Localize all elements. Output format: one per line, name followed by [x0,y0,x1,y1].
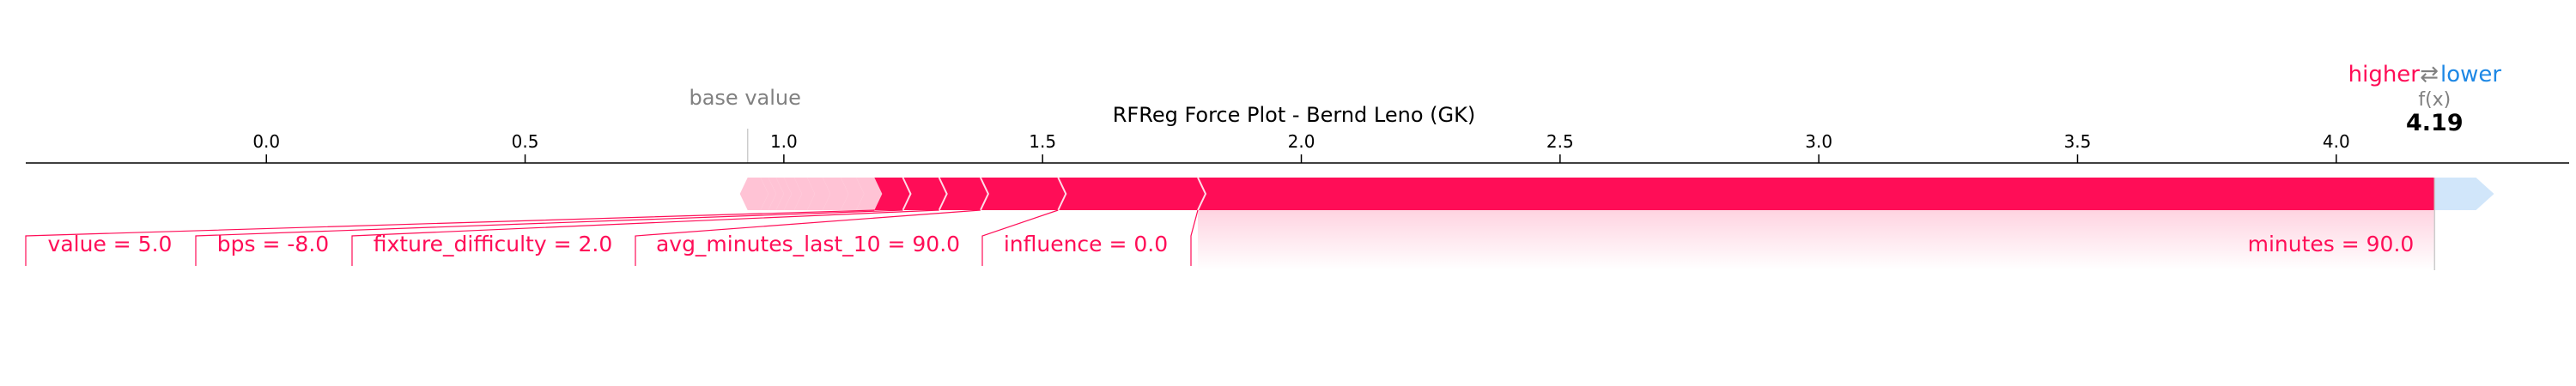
feature-fade [1197,210,2435,270]
x-tick-label: 0.5 [512,131,539,152]
minor-feature-bar [793,178,815,210]
feature-separator [1057,177,1067,211]
feature-label: fixture_difficulty = 2.0 [374,232,613,256]
feature-label: value = 5.0 [48,232,173,256]
minor-feature-bar [775,178,792,210]
negative-band [2434,178,2494,210]
label-connector [1190,209,1199,266]
feature-bar [902,178,947,210]
feature-bar [939,178,988,210]
label-connectors [25,209,1199,266]
minor-feature-bar [806,178,831,210]
feature-separator [1197,177,1207,211]
chart-title: RFReg Force Plot - Bernd Leno (GK) [1113,103,1475,127]
x-tick-label: 3.0 [1805,131,1832,152]
feature-separator [979,177,989,211]
feature-separator [938,177,948,211]
minor-feature-bar [856,178,883,210]
minor-feature-bar [783,178,802,210]
feature-labels: value = 5.0 bps = -8.0 fixture_difficulty … [48,232,2415,256]
output-name: f(x) [2418,89,2451,111]
legend-lower: lower [2440,62,2501,87]
x-tick-label: 2.0 [1288,131,1315,152]
legend-arrow-icon: ⇄ [2420,62,2439,87]
feature-separator [902,177,912,211]
label-connector [25,209,875,266]
feature-bar [980,178,1066,210]
x-tick-label: 4.0 [2323,131,2350,152]
feature-label: bps = -8.0 [217,232,329,256]
feature-label: avg_minutes_last_10 = 90.0 [656,232,960,256]
feature-bars [739,177,2494,270]
x-tick-label: 0.0 [252,131,280,152]
base-value-label: base value [689,86,800,110]
x-tick-label: 2.5 [1546,131,1574,152]
label-connector [635,209,981,266]
feature-label: influence = 0.0 [1004,232,1168,256]
minor-feature-bar [823,178,849,210]
x-tick-label: 1.0 [770,131,798,152]
minor-feature-bar [760,178,776,210]
legend-higher: higher [2348,62,2421,87]
label-connector [195,209,903,266]
minor-feature-bar [841,178,865,210]
feature-bar [1197,178,2435,210]
feature-label: minutes = 90.0 [2248,232,2415,256]
label-connector [981,209,1059,266]
feature-fades [1197,210,2435,270]
minor-feature-bar [768,178,784,210]
feature-bar [1058,178,1206,210]
feature-bar [874,178,911,210]
minor-feature-bar [739,178,769,210]
label-connector [351,209,939,266]
x-tick-label: 1.5 [1029,131,1056,152]
x-tick-label: 3.5 [2064,131,2092,152]
x-axis-ticks: 0.0 0.5 1.0 1.5 2.0 2.5 3.0 3.5 4.0 [252,131,2350,163]
output-value: 4.19 [2406,110,2464,136]
